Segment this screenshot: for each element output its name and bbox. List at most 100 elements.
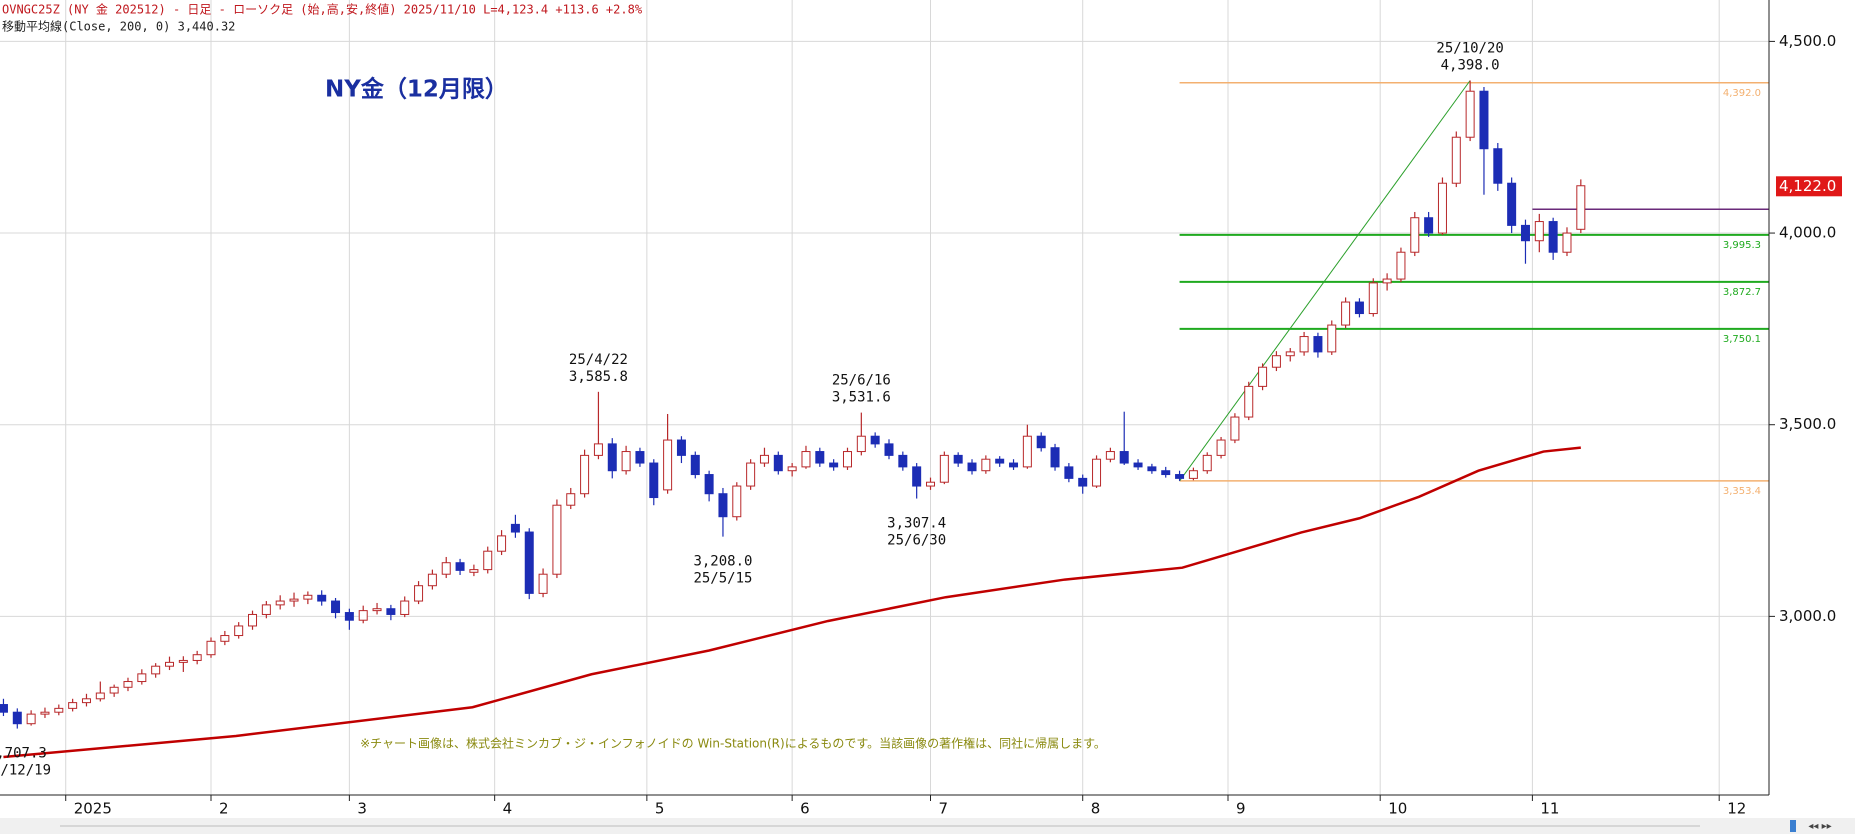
scrollbar[interactable]: ◂◂ ▸▸ [0,818,1855,834]
candle-body [54,707,64,713]
candle-body [1548,221,1558,253]
y-tick-label: 4,500.0 [1779,32,1836,50]
candle-body [1382,278,1392,284]
header: OVNGC25Z (NY 金 202512) - 日足 - ローソク足 (始,高… [2,2,643,17]
candle-body [1313,336,1323,353]
candle-body [580,454,590,495]
candle-body [884,443,894,456]
level-label: 3,353.4 [1723,486,1761,497]
grid [0,0,1769,795]
scroll-buttons[interactable]: ◂◂ ▸▸ [1808,821,1831,832]
annotation: 25/6/30 [887,533,946,549]
candle-body [95,692,105,700]
candle-body [1493,148,1503,184]
candle-body [427,573,437,587]
candle-body [704,474,714,495]
annotation: 2,707.3 [0,746,47,762]
candle-body [248,613,258,627]
candle-body [68,702,78,709]
candle-body [344,612,354,621]
candle-body [1161,470,1171,476]
candle-body [331,600,341,614]
x-tick-label: 11 [1540,800,1559,818]
candle-body [1451,136,1461,184]
candle-body [787,466,797,472]
candle-body [732,485,742,518]
candle-body [1050,447,1060,468]
last-price-label: 4,122.0 [1779,177,1836,195]
x-tick-label: 7 [939,800,949,818]
candle-body [1576,185,1586,230]
candle-body [1133,462,1143,468]
scrollbar-thumb[interactable] [1790,820,1796,832]
candle-body [317,594,327,602]
candle-body [524,531,534,594]
candle-body [856,435,866,453]
candle-body [1285,351,1295,357]
candle-body [137,673,147,683]
candle-body [718,493,728,518]
candle-body [303,594,313,600]
candle-body [1009,462,1019,468]
plot: 4,392.0 3,995.3 3,872.7 3,750.1 3,353.4 25/10… [0,40,1769,779]
candle-body [1271,355,1281,368]
candle-body [510,523,520,533]
candle-body [123,681,133,688]
candle-body [1036,435,1046,449]
candle-body [1368,282,1378,315]
candle-body [1202,454,1212,472]
candle-body [40,711,50,715]
candle-body [815,451,825,464]
candle-body [151,665,161,675]
level-label: 3,995.3 [1723,240,1761,251]
candle-body [635,451,645,464]
candle-body [441,562,451,575]
candle-body [372,608,382,612]
annotation: 3,307.4 [887,516,946,532]
candle-body [1092,458,1102,487]
candle-body [81,698,91,704]
candle-body [358,610,368,621]
candle-body [663,439,673,491]
candle-body [1175,474,1185,479]
candle-body [773,454,783,472]
last-price-box [1776,176,1842,197]
y-tick-label: 3,000.0 [1779,607,1836,625]
annotation: 24/12/19 [0,763,51,779]
candle-body [400,600,410,615]
candle-body [1437,182,1447,234]
candle-body [1327,324,1337,353]
candle-body [649,462,659,499]
candle-body [1078,477,1088,487]
candle-body [676,439,686,456]
candle-body [1230,416,1240,441]
x-tick-label: 12 [1727,800,1746,818]
candle-body [538,573,548,594]
candle-body [552,504,562,575]
candle-body [261,604,271,615]
x-tick-label: 2 [219,800,229,818]
x-tick-label: 10 [1388,800,1407,818]
annotation: 3,531.6 [832,390,891,406]
candle-body [1465,90,1475,138]
candle-body [26,713,36,725]
candle-body [1562,232,1572,253]
annotation: 25/4/22 [569,352,628,368]
trendline [1179,80,1471,482]
note: ※チャート画像は、株式会社ミンカブ・ジ・インフォノイドの Win-Station… [360,736,1106,751]
candle-body [275,600,285,606]
candle-body [1396,251,1406,280]
candle-body [801,451,811,468]
annotation: 25/6/16 [832,373,891,389]
candle-body [1520,224,1530,242]
candle-body [842,451,852,468]
level-label: 3,750.1 [1723,334,1761,345]
candle-body [1534,221,1544,242]
candle-body [1064,466,1074,479]
candle-body [1119,451,1129,464]
candle-body [1299,336,1309,353]
x-tick-label: 5 [655,800,665,818]
candle-body [1244,385,1254,418]
x-tick-label: 6 [800,800,810,818]
candle-body [953,454,963,464]
